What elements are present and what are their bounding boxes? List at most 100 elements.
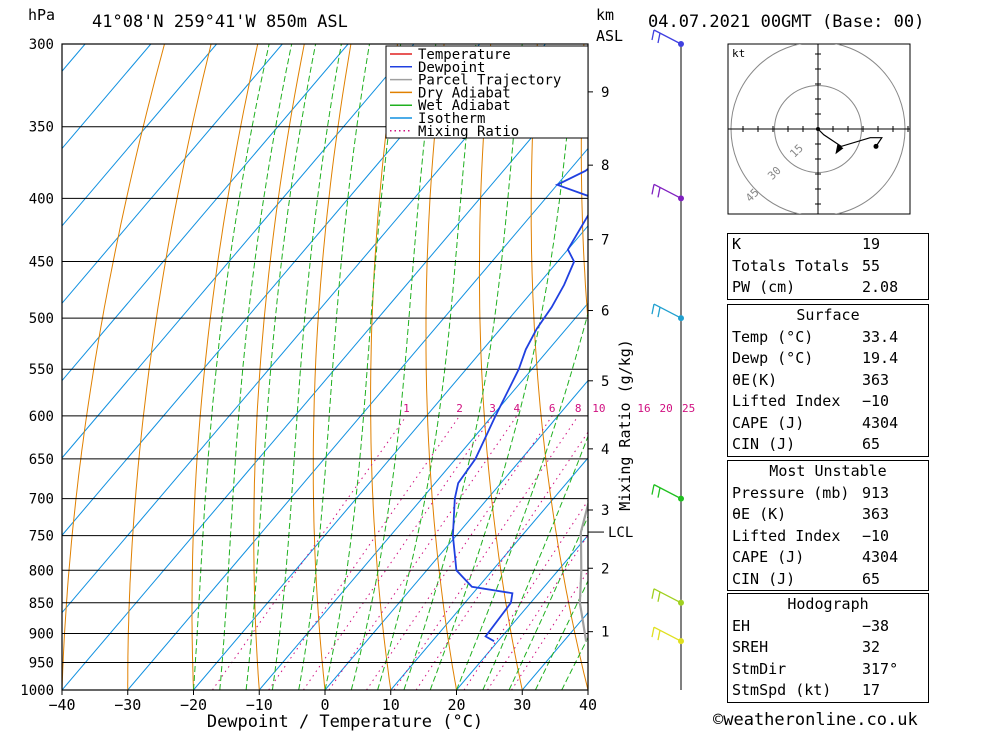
- pressure-tick-label: 550: [29, 362, 54, 378]
- x-tick-label: 10: [382, 696, 400, 714]
- wet-adiabat-line: [350, 44, 437, 690]
- mixing-ratio-line: [393, 415, 579, 690]
- mixing-ratio-label: 1: [403, 402, 410, 415]
- index-label: CAPE (J): [732, 413, 805, 432]
- isotherm-line: [324, 379, 588, 690]
- mixing-ratio-label: 16: [637, 402, 650, 415]
- isotherm-line: [258, 302, 588, 690]
- index-row: Lifted Index −10: [728, 391, 928, 413]
- index-value: 317°: [862, 659, 899, 678]
- index-value: −10: [862, 526, 890, 545]
- indices-basic: K 19 Totals Totals 55 PW (cm) 2.08: [727, 233, 929, 300]
- index-label: CAPE (J): [732, 548, 805, 566]
- axes-text: 1 2 3 4 6 8 10 16 20 2530035040045050055060065070…: [20, 37, 695, 714]
- index-label: StmSpd (kt): [732, 681, 832, 699]
- lcl-label: LCL: [608, 525, 633, 541]
- isotherm-line: [456, 534, 588, 690]
- km-tick-label: 2: [601, 561, 609, 577]
- index-row: CAPE (J) 4304: [728, 413, 928, 435]
- wet-adiabat-line: [534, 579, 588, 690]
- wet-adiabat-line: [482, 434, 588, 690]
- mixing-ratio-label: 6: [549, 402, 556, 415]
- pressure-tick-label: 800: [29, 563, 54, 579]
- index-label: Dewp (°C): [732, 349, 814, 367]
- pressure-tick-label: 650: [29, 452, 54, 468]
- index-value: 65: [862, 569, 881, 588]
- index-section-title: Surface: [796, 306, 860, 324]
- mixing-ratio-line: [366, 415, 553, 690]
- location-title: 41°08'N 259°41'W 850m ASL: [92, 12, 348, 32]
- index-label: PW (cm): [732, 278, 796, 296]
- index-label: EH: [732, 616, 751, 635]
- legend-label: Parcel Trajectory: [418, 73, 561, 89]
- profile-parcel-trajectory: [578, 500, 588, 642]
- x-tick-label: −10: [246, 696, 273, 714]
- isotherm-line: [62, 70, 588, 690]
- index-label: StmDir: [732, 659, 787, 678]
- index-label: θE(K): [732, 370, 778, 389]
- index-row: θE (K) 363: [728, 504, 928, 526]
- index-value: 17: [862, 681, 881, 699]
- datetime-title: 04.07.2021 00GMT (Base: 00): [648, 12, 924, 32]
- index-label: Totals Totals: [732, 256, 850, 275]
- indices-most-unstable: Most Unstable Pressure (mb) 913 θE (K) 363 Li…: [727, 460, 929, 591]
- index-value: 65: [862, 435, 881, 453]
- km-tick-label: 8: [601, 158, 609, 174]
- x-tick-label: −20: [180, 696, 207, 714]
- isotherm-line: [62, 44, 217, 227]
- wind-barb: [651, 626, 682, 642]
- asl-label: ASL: [596, 27, 623, 45]
- x-tick-label: −40: [48, 696, 75, 714]
- km-tick-label: 7: [601, 233, 609, 249]
- profiles: [451, 167, 588, 642]
- mixing-ratio-axis-title: Mixing Ratio (g/kg): [616, 339, 634, 511]
- index-value: 19.4: [862, 349, 899, 367]
- dry-adiabat-line: [370, 44, 398, 690]
- mixing-ratio-line: [463, 499, 588, 690]
- index-value: 363: [862, 505, 890, 523]
- isotherm-line: [127, 147, 588, 690]
- mixing-ratio-line: [268, 415, 461, 690]
- mixing-ratio-label: 25: [682, 402, 695, 415]
- legend-label: Mixing Ratio: [418, 124, 519, 140]
- mixing-ratio-label: 2: [456, 402, 463, 415]
- wind-profile: [651, 29, 684, 690]
- index-row: Pressure (mb) 913: [728, 483, 928, 505]
- mixing-ratio-label: 10: [592, 402, 605, 415]
- index-label: CIN (J): [732, 569, 796, 588]
- mixing-ratio-line: [487, 534, 588, 690]
- storm-motion-arrow: [835, 144, 844, 155]
- index-section-title: Hodograph: [787, 595, 869, 613]
- index-section-title: Most Unstable: [769, 462, 887, 480]
- index-label: Lifted Index: [732, 526, 841, 545]
- mixing-ratio-line: [302, 415, 494, 690]
- index-label: K: [732, 235, 742, 253]
- x-tick-label: 20: [447, 696, 465, 714]
- wet-adiabat-line: [298, 44, 370, 690]
- wet-adiabat-line: [324, 44, 402, 690]
- wind-barb: [651, 588, 682, 604]
- legend-label: Temperature: [418, 47, 511, 63]
- isotherm-line: [390, 457, 588, 690]
- x-tick-label: 30: [513, 696, 531, 714]
- pressure-tick-label: 950: [29, 655, 54, 671]
- wet-adiabat-line: [193, 44, 270, 690]
- index-value: 913: [862, 483, 890, 502]
- hodograph-unit-label: kt: [732, 47, 745, 60]
- index-label: θE (K): [732, 505, 787, 523]
- km-tick-label: 6: [601, 304, 609, 320]
- mixing-ratio-label: 20: [659, 402, 672, 415]
- legend-label: Dewpoint: [418, 60, 485, 76]
- wind-barb: [651, 484, 682, 500]
- index-value: −38: [862, 616, 890, 635]
- isotherm-line: [62, 44, 349, 382]
- index-row: Lifted Index −10: [728, 526, 928, 548]
- indices-surface: Surface Temp (°C) 33.4 Dewp (°C) 19.4 θE(K) 36…: [727, 304, 929, 457]
- index-value: 4304: [862, 548, 899, 566]
- wet-adiabat-line: [429, 44, 577, 690]
- km-tick-label: 5: [601, 374, 609, 390]
- pressure-tick-label: 1000: [20, 683, 54, 699]
- legend-label: Isotherm: [418, 111, 485, 127]
- mixing-ratio-line: [328, 415, 518, 690]
- pressure-tick-label: 350: [29, 120, 54, 136]
